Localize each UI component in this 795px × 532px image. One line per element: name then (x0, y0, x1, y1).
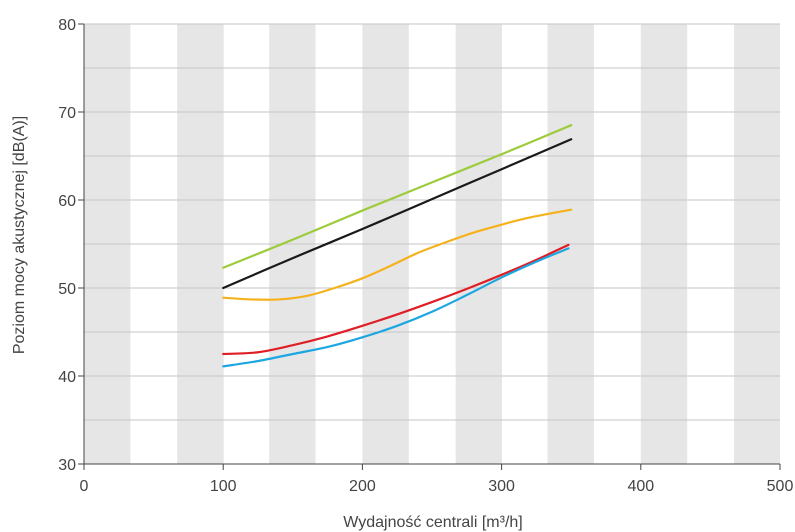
series-line-black (222, 138, 573, 290)
series-line-red (222, 243, 570, 356)
axes (78, 23, 781, 470)
x-tick-label: 200 (349, 478, 376, 495)
x-axis-title: Wydajność centrali [m³/h] (343, 514, 522, 531)
y-tick-label: 80 (58, 17, 76, 34)
series-line-blue (222, 247, 570, 368)
y-tick-label: 40 (58, 369, 76, 386)
x-tick-label: 400 (627, 478, 654, 495)
y-axis-title: Poziom mocy akustycznej [dB(A)] (11, 116, 28, 354)
x-tick-label: 0 (80, 478, 89, 495)
series-line-orange (222, 208, 573, 301)
y-tick-label: 30 (58, 457, 76, 474)
x-tick-label: 100 (210, 478, 237, 495)
y-tick-label: 60 (58, 193, 76, 210)
x-tick-label: 300 (488, 478, 515, 495)
series-line-green (222, 124, 573, 269)
tick-labels: 0 100 200 300 400 500 30 40 50 60 70 80 (58, 17, 793, 495)
y-tick-label: 50 (58, 281, 76, 298)
y-tick-label: 70 (58, 105, 76, 122)
series-lines (222, 124, 573, 368)
x-tick-label: 500 (767, 478, 794, 495)
